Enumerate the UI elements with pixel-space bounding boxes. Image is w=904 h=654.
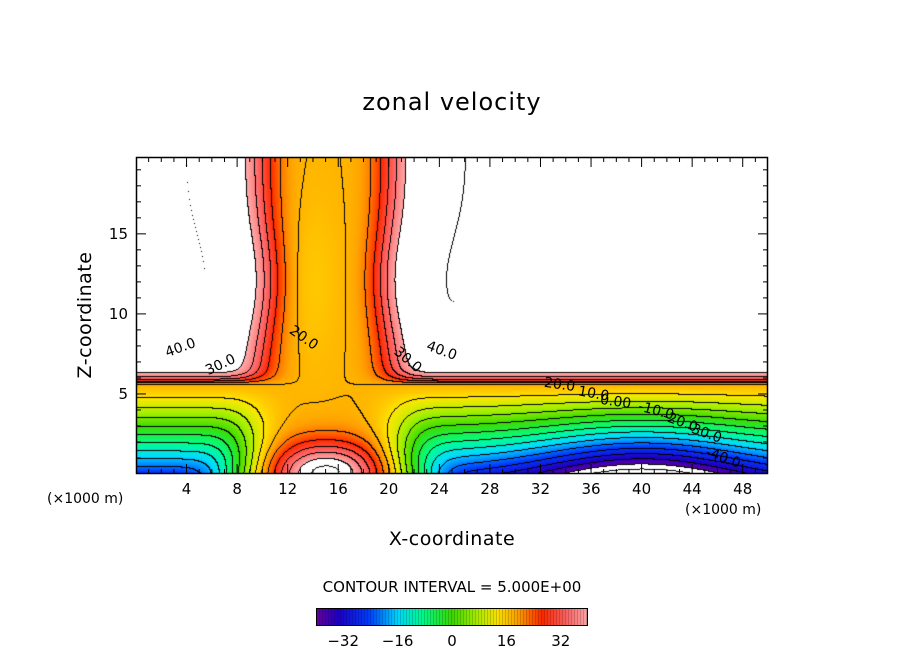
axes-frame [135, 156, 769, 475]
x-tick-label: 16 [328, 480, 348, 498]
x-tick-label: 24 [429, 480, 449, 498]
x-tick-label: 4 [181, 480, 192, 498]
colorbar [316, 608, 588, 626]
y-axis-label: Z-coordinate [74, 251, 96, 379]
x-unit-label-right: (×1000 m) [685, 502, 762, 518]
colorbar-tick-label: −32 [327, 632, 360, 650]
y-tick-label: 10 [108, 304, 128, 323]
x-tick-label: 28 [480, 480, 500, 498]
contour-field [136, 157, 768, 474]
colorbar-tick-label: 0 [447, 632, 457, 650]
chart-title: zonal velocity [362, 88, 542, 116]
x-axis-label: X-coordinate [388, 528, 516, 550]
x-tick-label: 48 [733, 480, 753, 498]
contour-interval-text: CONTOUR INTERVAL = 5.000E+00 [322, 578, 582, 596]
colorbar-tick-label: 32 [551, 632, 571, 650]
x-tick-label: 12 [278, 480, 298, 498]
x-tick-label: 44 [682, 480, 702, 498]
colorbar-tick-label: 16 [496, 632, 516, 650]
x-tick-label: 20 [379, 480, 399, 498]
x-tick-label: 40 [632, 480, 652, 498]
x-tick-label: 32 [530, 480, 551, 498]
colorbar-tick-label: −16 [381, 632, 414, 650]
x-unit-label-left: (×1000 m) [47, 491, 124, 507]
y-tick-label: 15 [108, 224, 128, 243]
x-tick-label: 8 [232, 480, 242, 498]
y-tick-label: 5 [118, 384, 128, 403]
x-tick-label: 36 [581, 480, 601, 498]
plot-area [135, 156, 769, 475]
